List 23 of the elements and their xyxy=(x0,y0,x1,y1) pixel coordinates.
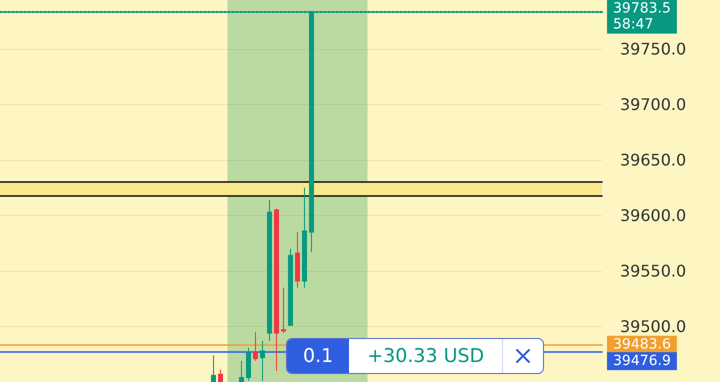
candlestick xyxy=(253,332,258,362)
ref-line-label: 39783.5 58:47 xyxy=(613,0,671,33)
candlestick xyxy=(239,360,244,382)
candlestick xyxy=(267,199,272,342)
candlestick xyxy=(218,369,223,382)
candlestick xyxy=(260,340,265,382)
y-tick-label: 39500.0 xyxy=(620,316,686,336)
y-tick-label: 39600.0 xyxy=(620,206,686,225)
y-tick-label: 39650.0 xyxy=(620,150,686,170)
candlestick xyxy=(295,232,300,288)
ref-line-label: 39483.6 xyxy=(613,336,671,353)
candlestick xyxy=(302,187,307,288)
ref-line-label: 39476.9 xyxy=(613,353,671,370)
candlestick xyxy=(274,208,279,372)
y-tick-label: 39550.0 xyxy=(620,261,686,280)
candlestick xyxy=(281,287,286,334)
candlestick xyxy=(288,248,293,326)
y-tick-label: 39700.0 xyxy=(620,94,686,114)
candlestick xyxy=(211,354,216,382)
y-tick-label: 39750.0 xyxy=(620,39,686,58)
candlestick xyxy=(246,347,251,382)
annotation: +30.33 USD xyxy=(349,339,504,373)
annotation: 0.1 xyxy=(287,339,350,373)
